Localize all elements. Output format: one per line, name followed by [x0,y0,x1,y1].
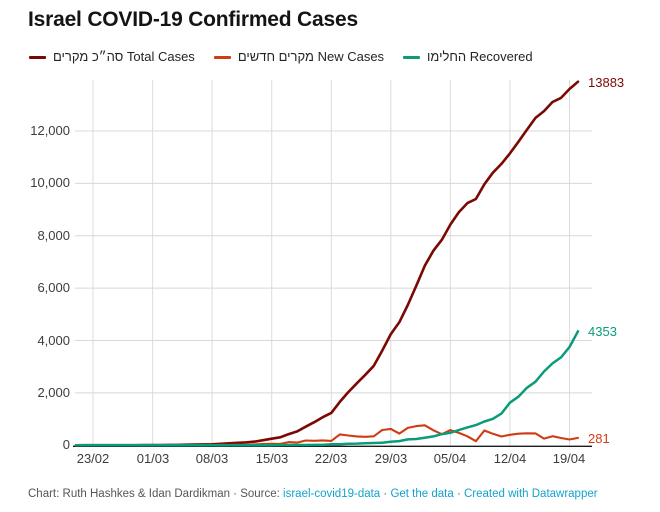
footer-separator: · [453,488,464,500]
chart-title: Israel COVID-19 Confirmed Cases [28,8,358,31]
total-cases-line-swatch [29,55,46,59]
recovered-line-swatch [403,55,421,59]
legend-label-total-cases: סה״כ מקרים Total Cases [53,49,195,64]
datawrapper-credit-link[interactable]: Created with Datawrapper [463,488,598,500]
line-recovered [74,330,580,447]
footer-byline: Chart: Ruth Hashkes & Idan Dardikman [28,488,230,500]
legend-label-new-cases: מקרים חדשים New Cases [237,49,385,64]
legend-item-total-cases: סה״כ מקרים Total Cases [29,50,195,64]
legend-item-new-cases: מקרים חדשים New Cases [213,49,385,64]
footer-separator: · [229,488,241,500]
source-link[interactable]: israel-covid19-data [283,488,381,500]
line-total-cases [74,80,580,447]
line-new-cases [74,424,580,447]
footer-separator: · [380,488,391,500]
get-the-data-link[interactable]: Get the data [390,488,454,500]
footer: Chart: Ruth Hashkes & Idan Dardikman · S… [28,488,598,500]
legend-item-recovered: החלימו Recovered [403,50,533,64]
new-cases-line-swatch [213,55,231,59]
footer-source-label: Source: [240,488,284,500]
legend-label-recovered: החלימו Recovered [427,49,533,64]
legend: סה״כ מקרים Total Cases מקרים חדשים New C… [29,50,533,64]
